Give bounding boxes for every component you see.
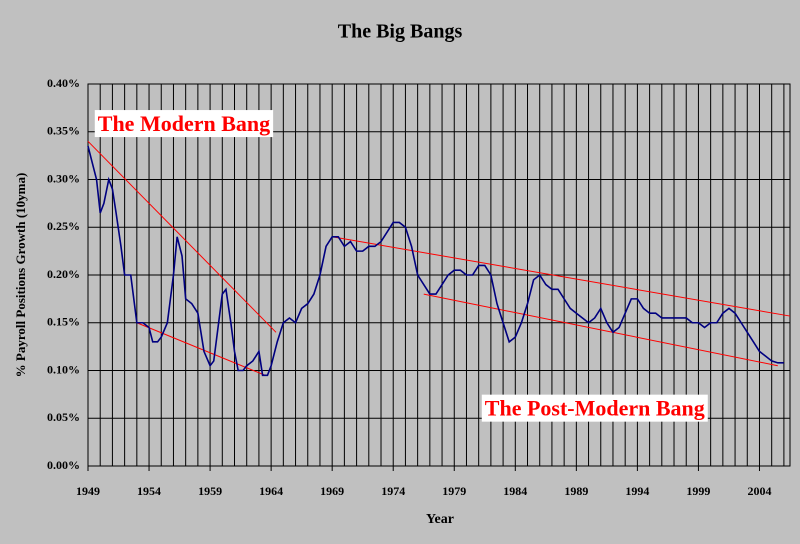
plot-frame — [87, 83, 791, 467]
x-tick-label: 1959 — [198, 484, 222, 498]
y-tick-label: 0.25% — [47, 219, 80, 233]
x-axis-label: Year — [426, 512, 454, 527]
trend-line — [423, 293, 778, 367]
annotation: The Post-Modern Bang — [485, 396, 705, 421]
chart-title: The Big Bangs — [338, 21, 463, 43]
y-axis-label: % Payroll Positions Growth (10yma) — [13, 173, 28, 378]
data-line — [87, 145, 784, 377]
y-tick-label: 0.00% — [47, 458, 80, 472]
x-tick-label: 1989 — [564, 484, 588, 498]
x-tick-label: 1999 — [686, 484, 710, 498]
y-tick-label: 0.20% — [47, 267, 80, 281]
y-tick-label: 0.05% — [47, 410, 80, 424]
x-tick-label: 1969 — [320, 484, 344, 498]
annotation: The Modern Bang — [98, 111, 270, 136]
x-tick-label: 1994 — [625, 484, 649, 498]
y-tick-label: 0.15% — [47, 315, 80, 329]
annotation-background — [481, 394, 708, 422]
y-tick-label: 0.30% — [47, 171, 80, 185]
trend-line — [87, 140, 277, 333]
x-tick-label: 2004 — [747, 484, 771, 498]
y-tick-label: 0.35% — [47, 124, 80, 138]
x-tick-label: 1984 — [503, 484, 527, 498]
x-tick-label: 1949 — [76, 484, 100, 498]
x-tick-label: 1979 — [442, 484, 466, 498]
trend-line — [136, 322, 266, 376]
y-tick-label: 0.10% — [47, 362, 80, 376]
y-tick-label: 0.40% — [47, 76, 80, 90]
trend-line — [332, 236, 791, 317]
annotation-background — [94, 110, 274, 138]
x-tick-label: 1964 — [259, 484, 283, 498]
x-tick-label: 1974 — [381, 484, 405, 498]
x-tick-label: 1954 — [137, 484, 161, 498]
